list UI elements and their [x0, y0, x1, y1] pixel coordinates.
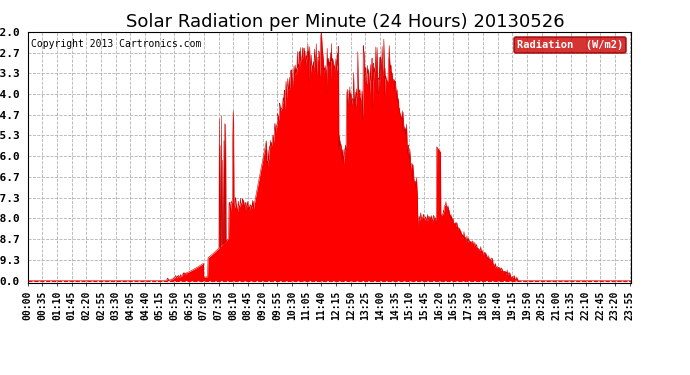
- Text: Solar Radiation per Minute (24 Hours) 20130526: Solar Radiation per Minute (24 Hours) 20…: [126, 13, 564, 31]
- Legend: Radiation  (W/m2): Radiation (W/m2): [513, 37, 626, 53]
- Text: Copyright 2013 Cartronics.com: Copyright 2013 Cartronics.com: [30, 39, 201, 50]
